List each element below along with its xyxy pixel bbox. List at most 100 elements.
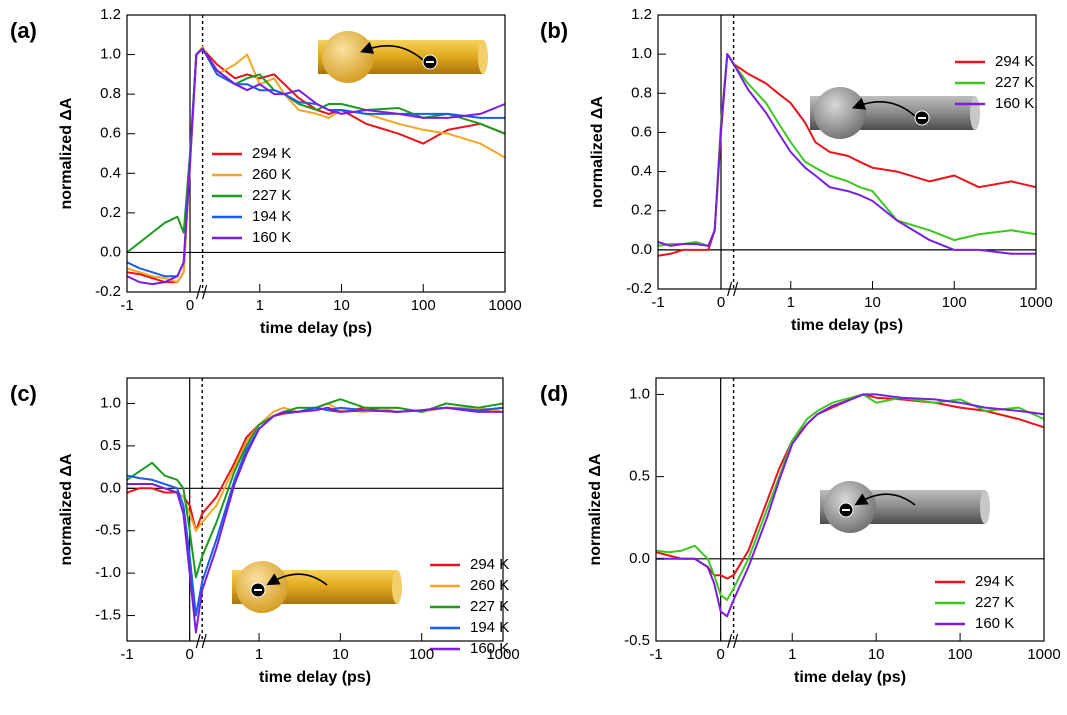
x-tick-label: 1: [255, 646, 263, 663]
y-tick-label: 0.8: [100, 85, 121, 102]
legend-label: 227 K: [995, 74, 1034, 91]
axis-break: [727, 281, 733, 297]
axis-break: [202, 284, 208, 300]
y-tick-label: 0.0: [100, 243, 121, 260]
legend-label: 227 K: [975, 594, 1014, 611]
legend-label: 227 K: [470, 598, 509, 615]
y-tick-label: 1.2: [100, 6, 121, 23]
nanorod-inset: [232, 561, 402, 613]
rod-end: [970, 96, 980, 130]
x-tick-label: 1000: [486, 646, 519, 663]
arrow: [360, 41, 424, 61]
x-tick-label: 1000: [488, 297, 521, 314]
axis-break: [201, 633, 207, 649]
data-line: [657, 53, 1036, 255]
x-tick-label: -1: [120, 297, 133, 314]
panel-label: (d): [540, 381, 568, 406]
y-tick-label: 0.4: [631, 163, 652, 180]
x-tick-label: 100: [942, 294, 967, 311]
y-tick-label: 1.0: [631, 45, 652, 62]
panel-label: (a): [10, 18, 37, 43]
x-tick-label: 10: [864, 294, 881, 311]
data-line: [126, 47, 505, 278]
panel-label: (c): [10, 381, 37, 406]
x-tick-label: 10: [333, 297, 350, 314]
y-tick-label: 0.6: [631, 123, 652, 140]
legend-label: 260 K: [252, 166, 291, 183]
plot-frame: [126, 14, 506, 293]
nanorod-inset: [810, 87, 980, 139]
y-axis-title: normalized ΔA: [587, 453, 604, 565]
y-tick-label: 0.5: [100, 437, 121, 454]
y-axis-title: normalized ΔA: [58, 97, 75, 209]
plot-frame: [657, 14, 1037, 290]
y-tick-label: 0.5: [629, 468, 650, 485]
data-line: [126, 398, 504, 579]
x-tick-label: 1: [256, 297, 264, 314]
x-tick-label: 10: [332, 646, 349, 663]
y-tick-label: 0.2: [631, 202, 652, 219]
x-tick-label: 100: [948, 646, 973, 663]
x-tick-label: 0: [186, 297, 194, 314]
legend-label: 194 K: [252, 208, 291, 225]
rod-end: [392, 570, 402, 604]
y-axis-title: normalized ΔA: [589, 96, 606, 208]
y-tick-label: -1.5: [95, 607, 121, 624]
x-tick-label: 0: [716, 646, 724, 663]
sphere: [322, 31, 374, 83]
legend-label: 294 K: [975, 573, 1014, 590]
x-tick-label: 1000: [1027, 646, 1060, 663]
x-tick-label: 0: [185, 646, 193, 663]
nanorod-inset: [318, 31, 488, 83]
axis-break: [195, 633, 201, 649]
x-axis-title: time delay (ps): [260, 320, 372, 337]
arrow: [854, 493, 916, 506]
y-tick-label: 0.0: [100, 479, 121, 496]
legend-label: 294 K: [470, 556, 509, 573]
y-tick-label: 0.6: [100, 125, 121, 142]
axis-break: [733, 633, 739, 649]
legend-label: 160 K: [995, 95, 1034, 112]
legend-label: 194 K: [470, 619, 509, 636]
y-tick-label: 0.8: [631, 84, 652, 101]
plot-frame: [126, 377, 504, 642]
y-tick-label: 0.0: [631, 241, 652, 258]
y-tick-label: 0.2: [100, 204, 121, 221]
x-tick-label: -1: [120, 646, 133, 663]
y-tick-label: 1.0: [100, 46, 121, 63]
legend-label: 160 K: [252, 229, 291, 246]
panel-label: (b): [540, 18, 568, 43]
nanorod-inset: [820, 481, 990, 533]
y-tick-label: 0.0: [629, 550, 650, 567]
data-line: [126, 47, 506, 286]
y-tick-label: -1.0: [95, 564, 121, 581]
legend-label: 294 K: [252, 145, 291, 162]
plot-frame: [655, 377, 1045, 642]
x-tick-label: -1: [649, 646, 662, 663]
legend-label: 227 K: [252, 187, 291, 204]
x-tick-label: 1: [788, 646, 796, 663]
data-line: [657, 53, 1037, 257]
x-tick-label: 1: [787, 294, 795, 311]
x-tick-label: 0: [717, 294, 725, 311]
legend-label: 160 K: [975, 615, 1014, 632]
rod-end: [980, 490, 990, 524]
axis-break: [727, 633, 733, 649]
x-tick-label: 100: [411, 297, 436, 314]
y-tick-label: 1.0: [629, 385, 650, 402]
axis-break: [733, 281, 739, 297]
y-axis-title: normalized ΔA: [58, 453, 75, 565]
x-tick-label: 1000: [1019, 294, 1052, 311]
x-axis-title: time delay (ps): [791, 317, 903, 334]
y-tick-label: -0.5: [95, 522, 121, 539]
x-tick-label: 10: [868, 646, 885, 663]
axis-break: [196, 284, 202, 300]
x-axis-title: time delay (ps): [259, 669, 371, 686]
x-axis-title: time delay (ps): [794, 669, 906, 686]
legend-label: 160 K: [470, 640, 509, 657]
data-line: [655, 393, 1045, 601]
y-tick-label: -0.2: [626, 280, 652, 297]
data-line: [127, 406, 503, 634]
legend-label: 260 K: [470, 577, 509, 594]
